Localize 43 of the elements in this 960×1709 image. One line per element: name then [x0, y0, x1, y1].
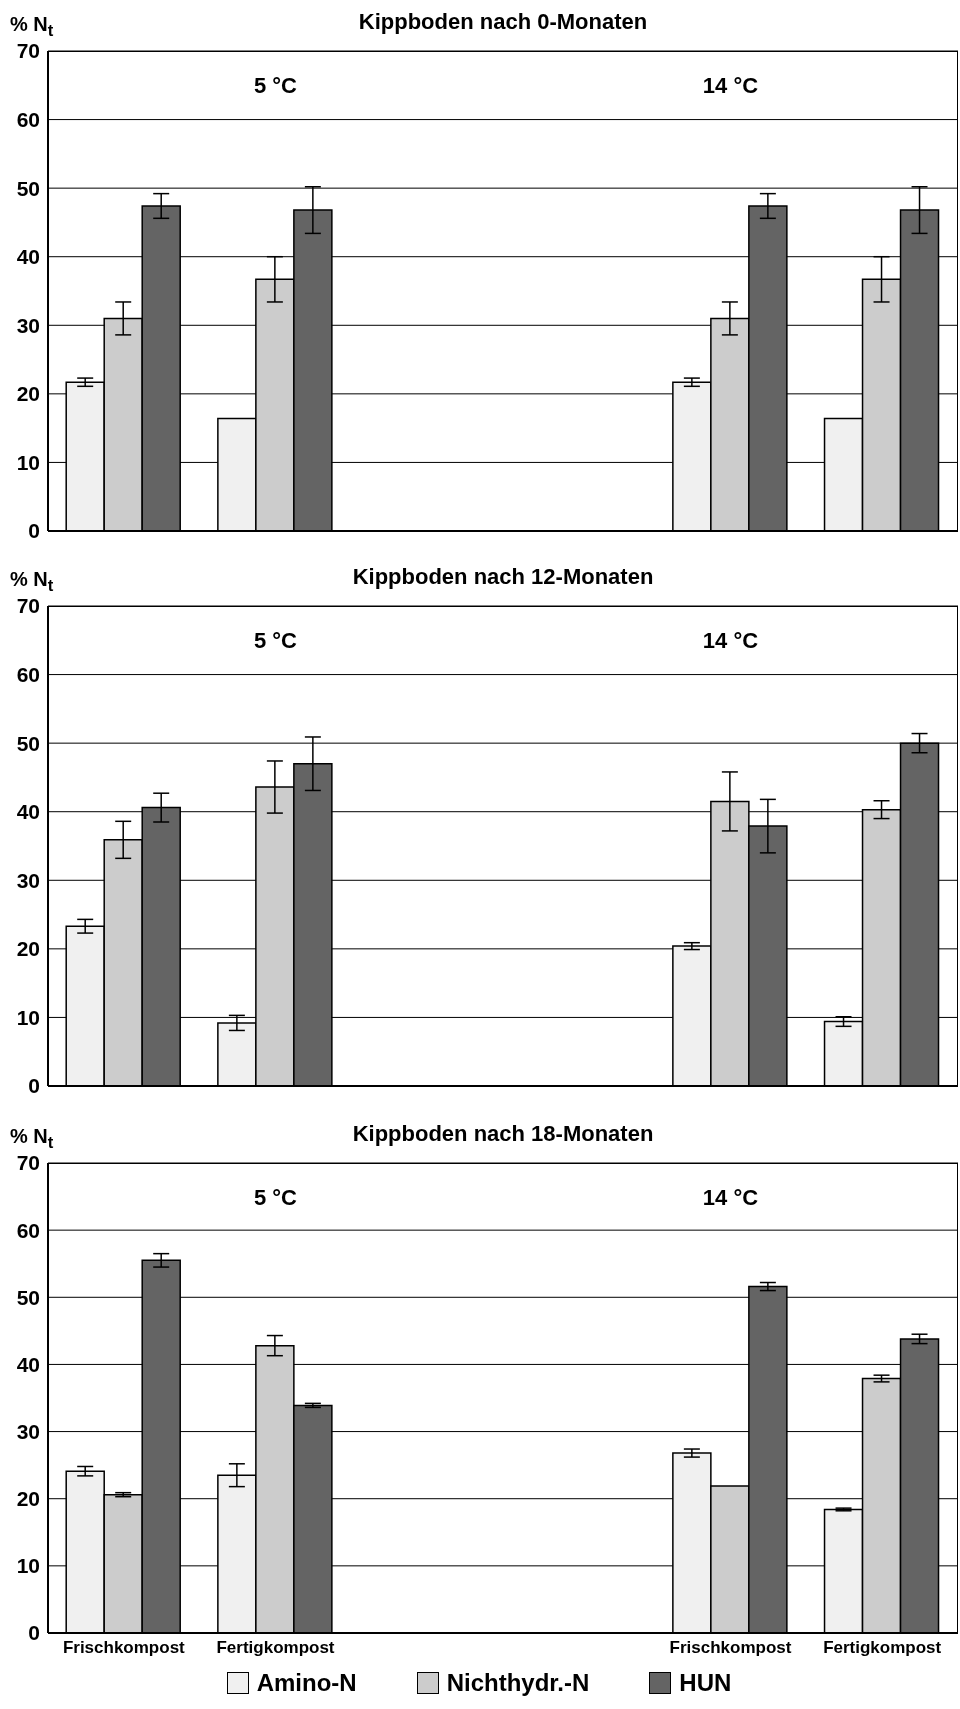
legend-label: Nichthydr.-N [445, 1669, 590, 1697]
y-tick-label: 40 [16, 245, 40, 269]
x-tick-label: Fertigkompost [823, 1638, 942, 1658]
y-axis-title: % N$_{t}$ [10, 13, 54, 41]
chart-title: Kippboden nach 18-Monaten [352, 1121, 654, 1146]
legend-label: HUN [678, 1669, 732, 1697]
annotation: 5 °C [252, 73, 298, 99]
y-tick-label: 50 [16, 1285, 40, 1309]
y-tick-label: 50 [16, 731, 40, 755]
y-tick-label: 60 [16, 108, 40, 132]
y-tick-label: 30 [16, 313, 40, 337]
x-tick-label: Fertigkompost [216, 1638, 335, 1658]
y-tick-label: 60 [16, 663, 40, 687]
y-axis-title: % N$_{t}$ [10, 1125, 54, 1153]
y-tick-label: 20 [16, 937, 40, 961]
y-tick-label: 30 [16, 1420, 40, 1444]
chart-title: Kippboden nach 12-Monaten [352, 564, 654, 589]
annotation: 14 °C [701, 628, 760, 654]
y-tick-label: 20 [16, 382, 40, 406]
annotation: 5 °C [252, 1185, 298, 1211]
y-tick-label: 40 [16, 1352, 40, 1376]
y-tick-label: 70 [16, 594, 40, 618]
y-tick-label: 40 [16, 800, 40, 824]
y-tick-label: 30 [16, 868, 40, 892]
annotation: 14 °C [701, 1185, 760, 1211]
y-tick-label: 20 [16, 1487, 40, 1511]
y-tick-label: 0 [28, 1074, 40, 1098]
y-tick-label: 0 [28, 1621, 40, 1645]
x-tick-label: Frischkompost [669, 1638, 792, 1658]
annotation: 14 °C [701, 73, 760, 99]
y-axis-title: % N$_{t}$ [10, 568, 54, 596]
y-tick-label: 70 [16, 39, 40, 63]
y-tick-label: 10 [16, 1005, 40, 1029]
chart-title: Kippboden nach 0-Monaten [358, 9, 648, 34]
y-tick-label: 0 [28, 519, 40, 543]
x-tick-label: Frischkompost [62, 1638, 186, 1658]
y-tick-label: 10 [16, 1554, 40, 1578]
legend-label: Amino-N [255, 1669, 357, 1697]
y-tick-label: 10 [16, 450, 40, 474]
y-tick-label: 50 [16, 176, 40, 200]
annotation: 5 °C [252, 628, 298, 654]
y-tick-label: 70 [16, 1151, 40, 1175]
y-tick-label: 60 [16, 1218, 40, 1242]
